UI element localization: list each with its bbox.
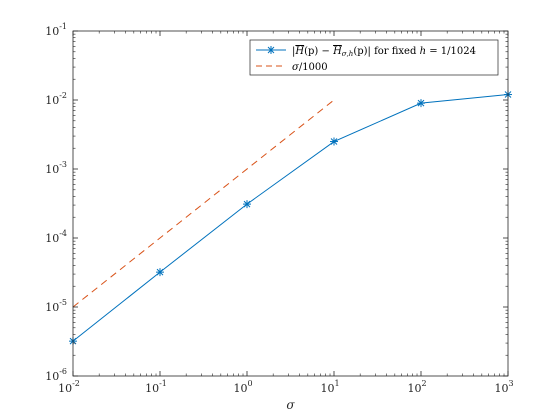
legend-label-series-2: σ/1000 [292, 62, 328, 73]
data-point-marker [156, 268, 164, 277]
data-point-marker [417, 99, 425, 108]
data-point-marker [330, 137, 338, 146]
y-tick-label: 10-4 [45, 229, 67, 245]
x-tick-label: 102 [407, 379, 426, 395]
x-tick-label: 100 [233, 379, 252, 395]
x-tick-label: 101 [320, 379, 339, 395]
legend-label-series-1: |H(p) − Hσ,h(p)| for fixed h = 1/1024 [292, 46, 476, 58]
series-line-2 [72, 99, 335, 308]
x-tick-label: 103 [494, 379, 513, 395]
series-line-1 [72, 94, 509, 342]
ticks-layer [72, 30, 509, 377]
y-tick-label: 10-6 [45, 367, 67, 383]
legend: |H(p) − Hσ,h(p)| for fixed h = 1/1024 σ/… [249, 39, 499, 76]
x-tick-label: 10-2 [58, 379, 80, 395]
x-tick-label: 10-1 [145, 379, 167, 395]
y-tick-label: 10-2 [45, 91, 67, 107]
legend-marker-series-1 [267, 46, 275, 54]
tick-labels-layer: 10-2 10-1 100 101 102 103 10-6 10-5 10-4 10-3 10-2… [45, 22, 513, 395]
y-tick-label: 10-5 [45, 298, 67, 314]
axes-box [72, 30, 509, 377]
y-tick-label: 10-1 [45, 22, 67, 38]
data-point-marker [243, 200, 251, 209]
legend-box [249, 39, 499, 76]
plot-area [73, 31, 508, 376]
x-axis-label: σ [286, 398, 295, 412]
y-tick-label: 10-3 [45, 160, 67, 176]
